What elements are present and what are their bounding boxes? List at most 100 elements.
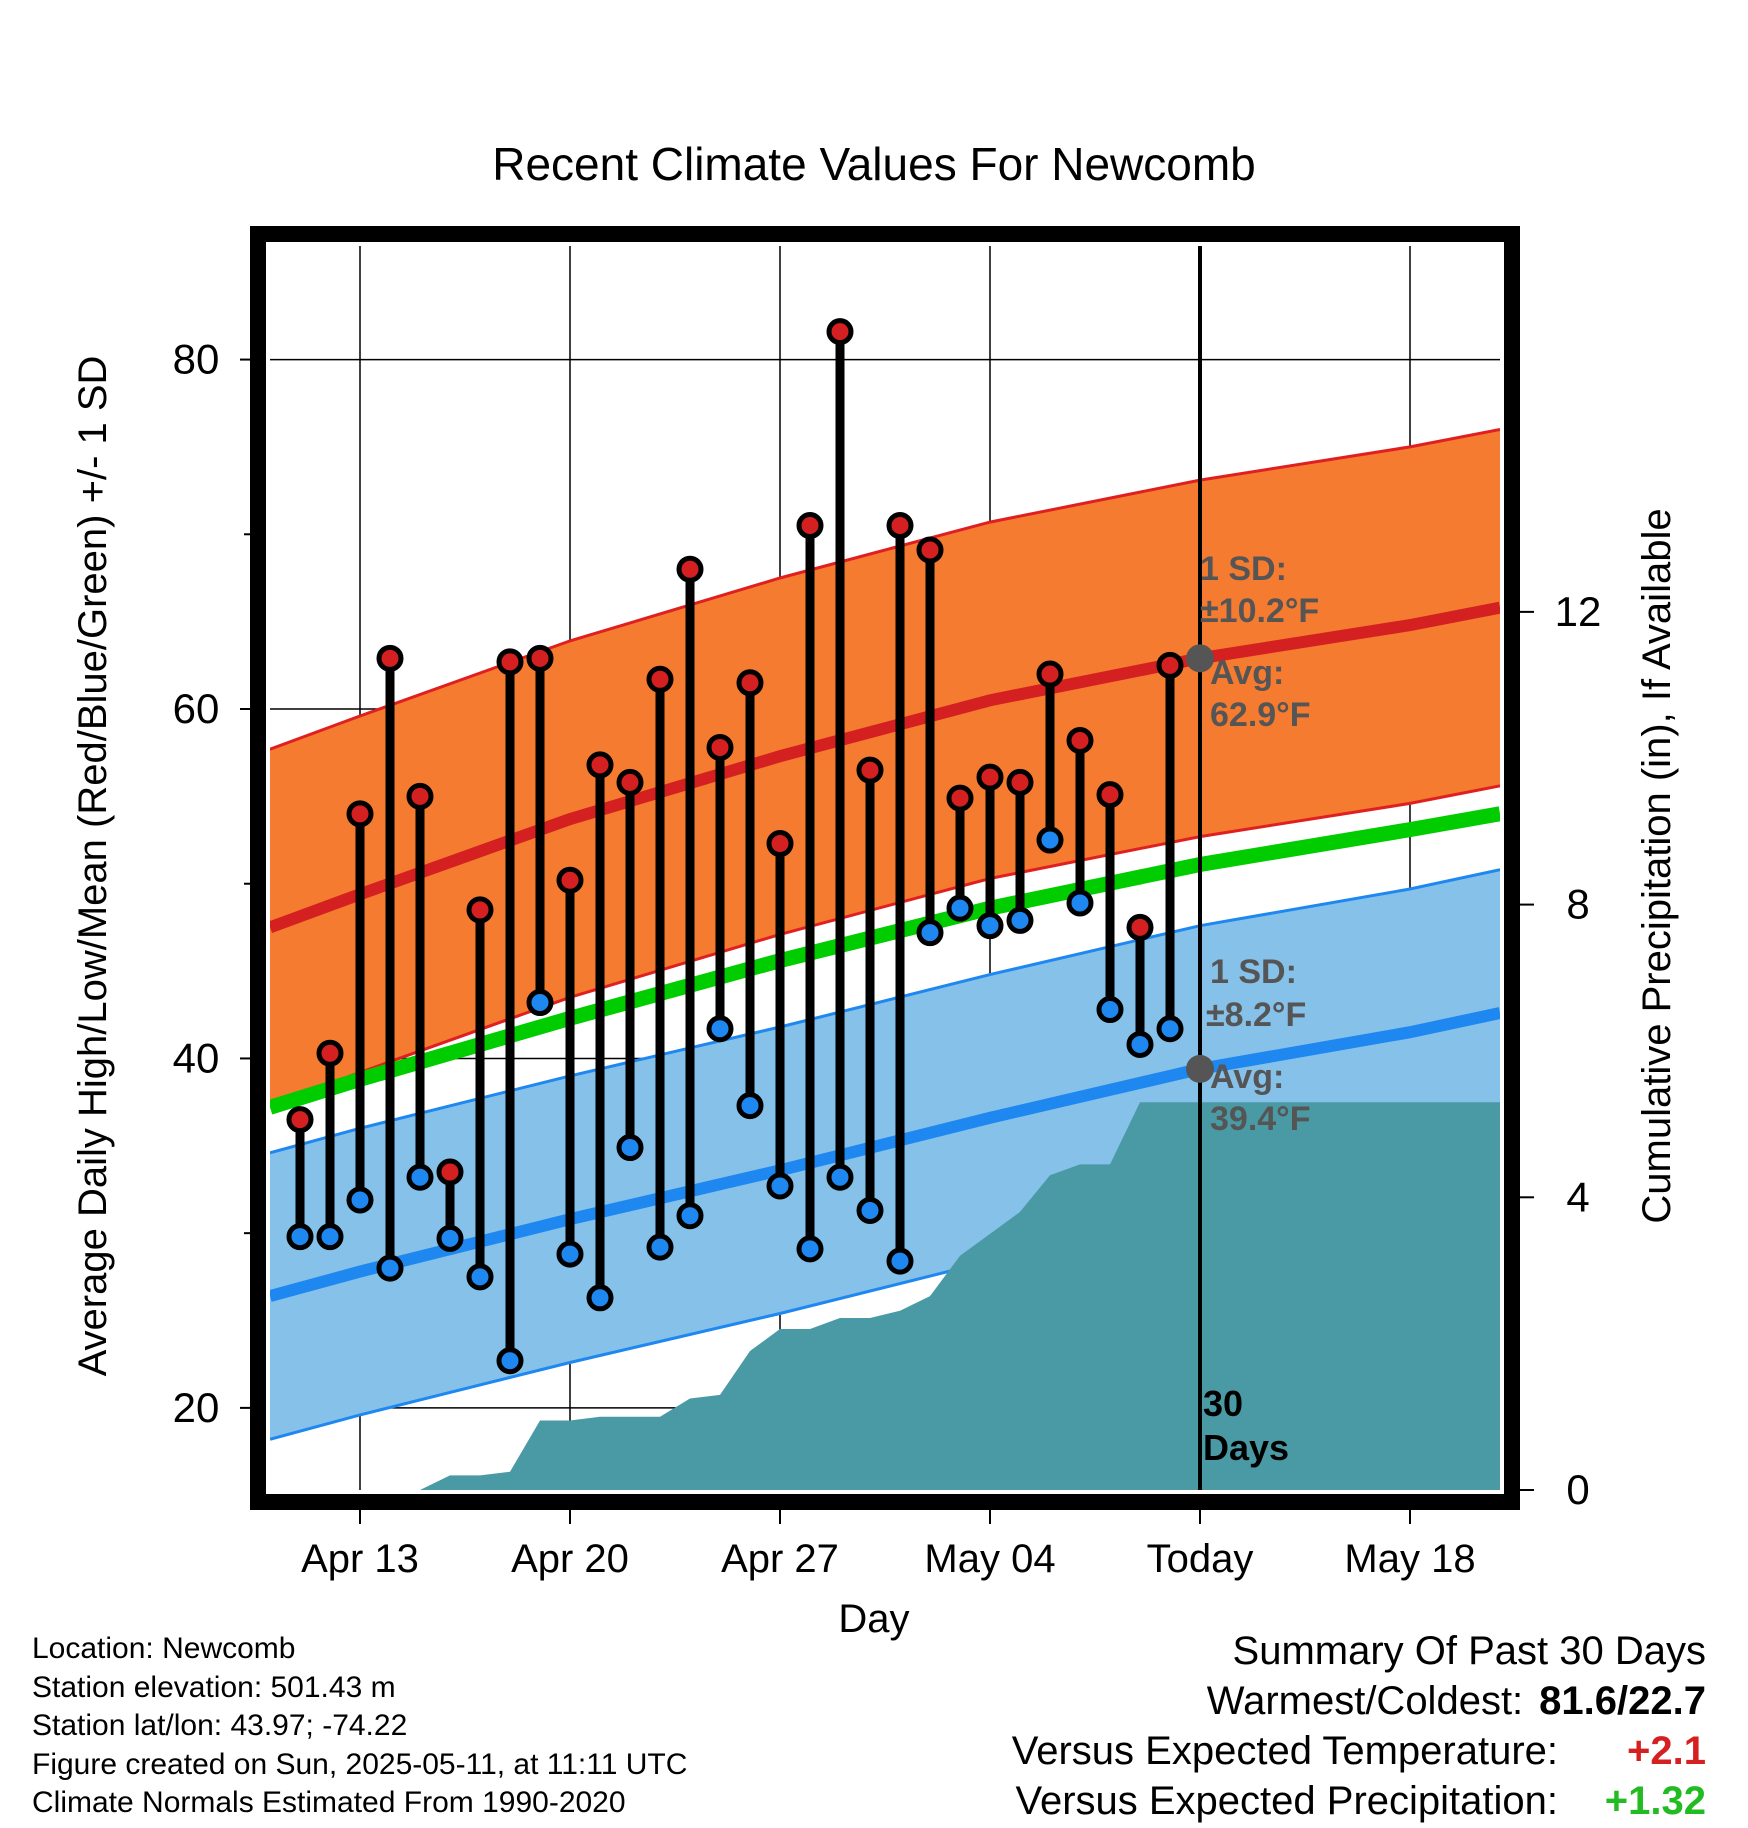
low-point	[586, 1284, 614, 1312]
high-point	[496, 648, 524, 676]
high-sd-label: 1 SD:	[1200, 550, 1287, 588]
high-point	[976, 763, 1004, 791]
summary-title: Summary Of Past 30 Days	[1232, 1629, 1706, 1673]
y-axis-label: Average Daily High/Low/Mean (Red/Blue/Gr…	[71, 356, 115, 1377]
low-point	[946, 894, 974, 922]
low-point	[1126, 1030, 1154, 1058]
low-point	[526, 989, 554, 1017]
station-latlon: Station lat/lon: 43.97; -74.22	[32, 1709, 408, 1742]
high-avg-marker	[1186, 644, 1214, 673]
low-point	[436, 1224, 464, 1252]
y-tick-label: 80	[173, 336, 220, 383]
y2-tick-label: 12	[1555, 588, 1602, 635]
high-avg-value: 62.9°F	[1210, 696, 1311, 734]
low-sd-label: 1 SD:	[1210, 953, 1297, 991]
high-sd-value: ±10.2°F	[1200, 592, 1319, 630]
x-tick-label: Today	[1147, 1537, 1254, 1581]
low-point	[916, 919, 944, 947]
low-point	[796, 1235, 824, 1263]
low-point	[706, 1015, 734, 1043]
low-point	[676, 1202, 704, 1230]
low-point	[556, 1240, 584, 1268]
low-point	[646, 1233, 674, 1261]
low-point	[886, 1247, 914, 1275]
high-point	[466, 896, 494, 924]
y2-tick-label: 0	[1566, 1466, 1589, 1513]
plot-area: 1 SD: ±10.2°F Avg: 62.9°F 1 SD: ±8.2°F Avg: 39.…	[173, 226, 1602, 1581]
summary-panel: Summary Of Past 30 Days Warmest/Coldest:…	[1012, 1626, 1706, 1826]
low-point	[736, 1092, 764, 1120]
high-point	[1006, 768, 1034, 796]
high-point	[766, 830, 794, 858]
temp-value: +2.1	[1627, 1729, 1706, 1773]
normals-note: Climate Normals Estimated From 1990-2020	[32, 1786, 626, 1819]
high-point	[346, 800, 374, 828]
x-axis-label: Day	[838, 1597, 909, 1641]
low-point	[766, 1172, 794, 1200]
today-label-line2: Days	[1203, 1427, 1289, 1468]
y-tick-label: 60	[173, 685, 220, 732]
x-tick-label: Apr 20	[511, 1537, 629, 1581]
chart-title: Recent Climate Values For Newcomb	[492, 138, 1256, 190]
high-point	[1156, 651, 1184, 679]
high-point	[406, 782, 434, 810]
x-tick-label: Apr 27	[721, 1537, 839, 1581]
low-avg-marker	[1186, 1054, 1214, 1083]
today-label-line1: 30	[1203, 1383, 1243, 1424]
low-point	[376, 1254, 404, 1282]
low-point	[1036, 826, 1064, 854]
low-sd-band	[270, 869, 1500, 1440]
high-point	[796, 512, 824, 540]
mean-avg-line	[270, 806, 1500, 1115]
summary-precipitation: Versus Expected Precipitation: +1.32	[1012, 1776, 1706, 1826]
x-tick-label: May 04	[924, 1537, 1055, 1581]
low-point	[976, 912, 1004, 940]
high-point	[316, 1039, 344, 1067]
station-elevation: Station elevation: 501.43 m	[32, 1670, 396, 1704]
high-point	[736, 669, 764, 697]
high-point	[916, 536, 944, 564]
precip-area	[270, 1102, 1500, 1490]
high-point	[436, 1158, 464, 1186]
high-point	[1126, 913, 1154, 941]
high-point	[1066, 726, 1094, 754]
high-avg-line	[270, 601, 1500, 934]
high-point	[646, 665, 674, 693]
plot-frame	[250, 226, 1520, 1510]
y-tick-label: 40	[173, 1034, 220, 1081]
high-point	[856, 756, 884, 784]
summary-warmest-coldest: Warmest/Coldest: 81.6/22.7	[1012, 1676, 1706, 1726]
high-point	[586, 751, 614, 779]
high-point	[946, 784, 974, 812]
high-point	[1096, 781, 1124, 809]
high-point	[826, 318, 854, 346]
y2-tick-label: 8	[1566, 881, 1589, 928]
low-point	[1066, 889, 1094, 917]
figure-created: Figure created on Sun, 2025-05-11, at 11…	[32, 1747, 688, 1781]
high-point	[286, 1106, 314, 1134]
y-tick-label: 20	[173, 1384, 220, 1431]
warmest-coldest-value: 81.6/22.7	[1539, 1679, 1706, 1723]
high-point	[376, 644, 404, 672]
low-point	[826, 1163, 854, 1191]
low-sd-band-upper-edge	[270, 868, 1500, 1155]
low-point	[616, 1134, 644, 1162]
low-point	[1156, 1015, 1184, 1043]
temp-label: Versus Expected Temperature:	[1011, 1729, 1558, 1773]
summary-temperature: Versus Expected Temperature: +2.1	[1012, 1726, 1706, 1776]
low-point	[1006, 906, 1034, 934]
plot-interior	[270, 246, 1500, 1490]
high-sd-band-upper-edge	[270, 428, 1500, 751]
low-avg-value: 39.4°F	[1210, 1100, 1311, 1138]
y2-axis-label: Cumulative Precipitation (in), If Availa…	[1635, 508, 1679, 1223]
precip-value: +1.32	[1604, 1779, 1706, 1823]
low-point	[286, 1223, 314, 1251]
high-point	[1036, 660, 1064, 688]
high-avg-label: Avg:	[1210, 654, 1284, 692]
high-sd-band-lower-edge	[270, 784, 1500, 1108]
warmest-coldest-label: Warmest/Coldest:	[1206, 1679, 1524, 1723]
precip-label: Versus Expected Precipitation:	[1015, 1779, 1558, 1823]
station-location: Location: Newcomb	[32, 1632, 296, 1665]
low-avg-label: Avg:	[1210, 1058, 1284, 1096]
